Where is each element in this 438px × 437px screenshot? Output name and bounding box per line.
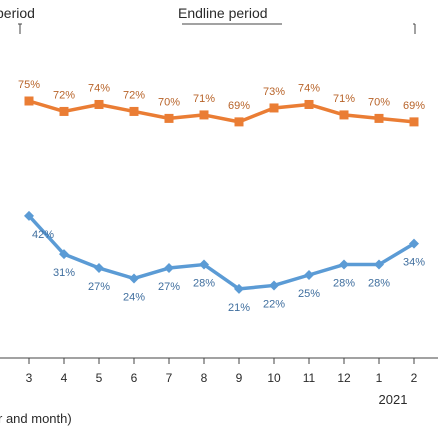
blue-series-line <box>27 214 415 291</box>
blue-data-label: 21% <box>228 302 250 314</box>
x-tick-label: 4 <box>61 371 68 385</box>
blue-data-label: 28% <box>333 278 355 290</box>
x-tick-label: 1 <box>376 371 383 385</box>
orange-data-label: 69% <box>228 100 250 112</box>
blue-data-label: 22% <box>263 298 285 310</box>
blue-data-point <box>24 210 34 221</box>
x-tick-label: 8 <box>201 371 208 385</box>
x-tick-label: 3 <box>26 371 33 385</box>
chart-series: 75% 72% 74% 72% 70% 71% 69% 73% 74% 71% 70% 69% 42% 3… <box>18 79 425 314</box>
orange-data-point <box>59 106 69 116</box>
orange-data-label: 72% <box>53 89 75 101</box>
blue-data-point <box>129 273 139 284</box>
orange-data-point <box>374 113 384 123</box>
blue-data-label: 28% <box>193 278 215 290</box>
blue-data-point <box>269 280 279 291</box>
x-tick-label: 7 <box>166 371 173 385</box>
orange-data-label: 71% <box>193 93 215 105</box>
blue-data-point <box>59 249 69 260</box>
x-tick-label: 10 <box>267 371 281 385</box>
x-tick-label: 11 <box>303 371 316 385</box>
orange-data-point <box>164 113 174 123</box>
orange-data-label: 74% <box>88 82 110 94</box>
blue-data-point <box>409 238 419 249</box>
blue-data-label: 27% <box>158 281 180 293</box>
orange-data-point <box>234 117 244 127</box>
baseline-period-label: period <box>0 5 35 21</box>
x-tick-label: 12 <box>337 371 351 385</box>
period-bracket: period Endline period <box>0 0 416 34</box>
orange-data-point <box>199 110 209 120</box>
x-tick-label: 6 <box>131 371 138 385</box>
orange-data-point <box>94 99 104 109</box>
blue-data-point <box>339 259 349 270</box>
blue-data-label: 34% <box>403 257 425 269</box>
blue-data-label: 28% <box>368 278 390 290</box>
blue-data-point <box>234 283 244 294</box>
x-tick-label: 9 <box>236 371 243 385</box>
orange-data-label: 72% <box>123 89 145 101</box>
orange-data-label: 71% <box>333 93 355 105</box>
orange-data-label: 75% <box>18 79 40 91</box>
orange-data-point <box>24 96 34 106</box>
x-tick-label: 2 <box>411 371 418 385</box>
x-axis-ticks: 3 4 5 6 7 8 9 10 11 12 1 2 <box>26 358 418 385</box>
blue-data-label: 25% <box>298 288 320 300</box>
blue-data-label: 42% <box>32 229 54 241</box>
x-tick-label: 5 <box>96 371 103 385</box>
orange-data-point <box>409 117 419 127</box>
x-axis-title: r and month) <box>0 411 72 426</box>
orange-data-label: 70% <box>368 96 390 108</box>
orange-data-label: 74% <box>298 82 320 94</box>
orange-data-point <box>269 103 279 113</box>
year-label: 2021 <box>379 392 408 407</box>
orange-data-label: 70% <box>158 96 180 108</box>
blue-data-point <box>164 263 174 274</box>
blue-data-label: 31% <box>53 267 75 279</box>
orange-data-label: 73% <box>263 86 285 98</box>
blue-data-point <box>199 259 209 270</box>
endline-period-label: Endline period <box>178 5 268 21</box>
orange-data-label: 69% <box>403 100 425 112</box>
blue-data-label: 24% <box>123 291 145 303</box>
blue-data-point <box>94 263 104 274</box>
blue-data-label: 27% <box>88 281 110 293</box>
blue-data-point <box>304 270 314 280</box>
orange-data-point <box>304 99 314 109</box>
orange-data-point <box>339 110 349 120</box>
blue-data-point <box>374 259 384 270</box>
orange-series-line <box>28 99 415 124</box>
orange-data-point <box>129 106 139 116</box>
